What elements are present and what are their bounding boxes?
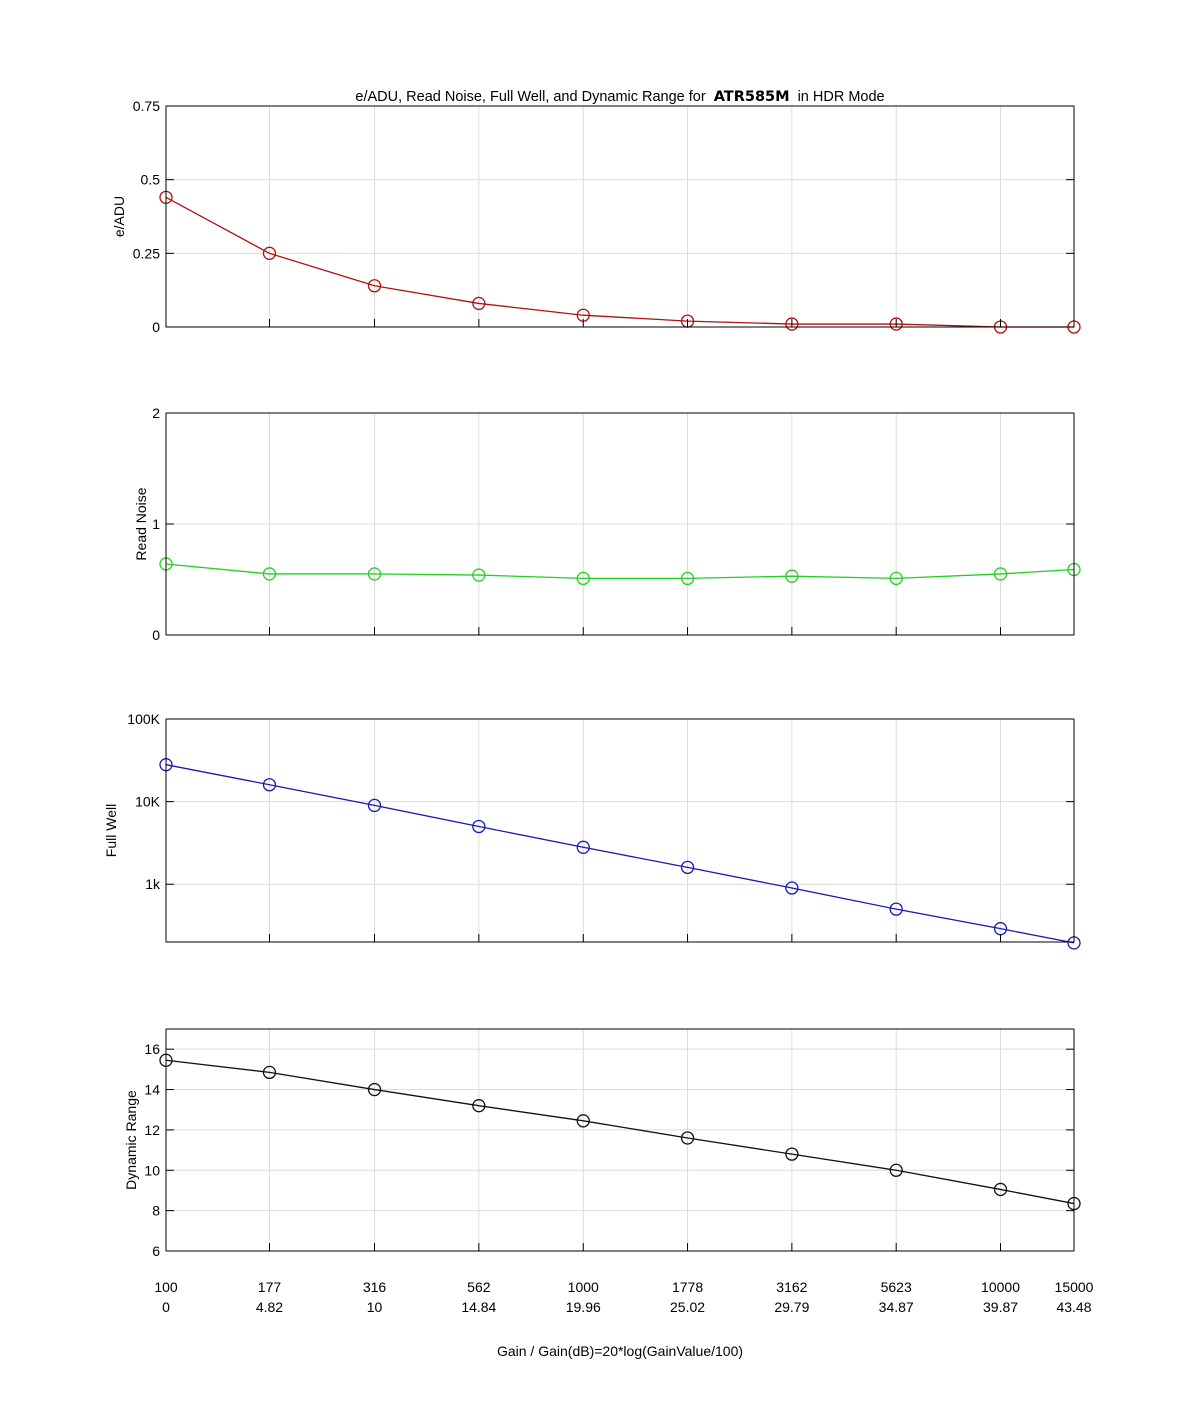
x-tick-label-gain-8: 10000 — [981, 1279, 1020, 1295]
y-tick-label-p2-0: 1k — [145, 876, 161, 892]
y-tick-label-p0-0: 0 — [152, 319, 160, 335]
y-axis-label-p1: Read Noise — [133, 487, 149, 560]
x-tick-label-db-0: 0 — [162, 1299, 170, 1315]
y-tick-label-p1-2: 2 — [152, 405, 160, 421]
plot-frame-p0 — [165, 105, 1075, 328]
series-layer — [159, 190, 1081, 1211]
x-tick-label-db-6: 29.79 — [774, 1299, 809, 1315]
data-point-p0-7 — [889, 317, 903, 331]
data-point-p0-2 — [367, 279, 382, 293]
x-tick-label-gain-0: 100 — [154, 1279, 178, 1295]
x-tick-label-db-3: 14.84 — [461, 1299, 496, 1315]
plot-frame-p2 — [165, 718, 1075, 943]
x-tick-label-db-9: 43.48 — [1056, 1299, 1091, 1315]
y-axis-label-p2: Full Well — [103, 804, 119, 857]
plot-frame-p1 — [165, 412, 1075, 636]
x-tick-label-db-4: 19.96 — [566, 1299, 601, 1315]
x-tick-label-gain-6: 3162 — [776, 1279, 807, 1295]
y-tick-label-p2-1: 10K — [135, 794, 161, 810]
chart-title-suffix: in HDR Mode — [798, 89, 885, 105]
data-point-p1-8 — [993, 567, 1008, 581]
y-tick-label-p3-5: 16 — [144, 1041, 160, 1057]
frame-layer — [165, 105, 1075, 1252]
data-point-p1-2 — [367, 567, 382, 581]
y-tick-label-p3-1: 8 — [152, 1203, 160, 1219]
data-point-p2-4 — [576, 840, 590, 854]
x-tick-label-gain-1: 177 — [258, 1279, 282, 1295]
x-axis-label: Gain / Gain(dB)=20*log(GainValue/100) — [497, 1343, 743, 1359]
data-point-p1-3 — [472, 568, 486, 582]
chart-title-prefix: e/ADU, Read Noise, Full Well, and Dynami… — [355, 89, 705, 105]
series-line-p1-0 — [165, 563, 1075, 580]
x-tick-label-gain-3: 562 — [467, 1279, 491, 1295]
data-point-p1-4 — [576, 571, 590, 586]
chart-title-model: ATR585M — [714, 89, 790, 105]
y-axis-label-p0: e/ADU — [111, 196, 127, 237]
chart-title: e/ADU, Read Noise, Full Well, and Dynami… — [355, 89, 884, 105]
grid-layer — [166, 106, 1074, 1251]
data-point-p2-7 — [889, 902, 903, 916]
data-point-p0-3 — [472, 296, 486, 311]
series-line-p3-0 — [165, 1059, 1075, 1205]
plot-frame-p3 — [165, 1028, 1075, 1252]
y-tick-label-p0-2: 0.5 — [141, 172, 161, 188]
data-point-p1-7 — [889, 571, 903, 586]
x-tick-label-db-5: 25.02 — [670, 1299, 705, 1315]
data-point-p3-4 — [576, 1114, 590, 1128]
y-tick-label-p3-0: 6 — [152, 1243, 160, 1259]
x-tick-label-gain-5: 1778 — [672, 1279, 703, 1295]
data-point-p2-1 — [262, 778, 277, 792]
text-layer: e/ADU, Read Noise, Full Well, and Dynami… — [103, 89, 1094, 1359]
series-line-p2-0 — [165, 764, 1075, 944]
x-tick-label-gain-7: 5623 — [881, 1279, 912, 1295]
x-tick-label-gain-9: 15000 — [1055, 1279, 1094, 1295]
data-point-p0-1 — [262, 246, 277, 260]
y-axis-label-p3: Dynamic Range — [123, 1090, 139, 1190]
data-point-p3-5 — [680, 1131, 695, 1145]
data-point-p3-1 — [262, 1065, 277, 1080]
y-tick-label-p3-2: 10 — [144, 1162, 160, 1178]
y-tick-label-p3-4: 14 — [144, 1082, 160, 1098]
data-point-p1-1 — [262, 567, 277, 581]
data-point-p3-6 — [785, 1147, 799, 1161]
data-point-p1-5 — [680, 571, 695, 586]
data-point-p2-6 — [785, 881, 799, 895]
x-tick-label-gain-2: 316 — [363, 1279, 387, 1295]
series-line-p0-0 — [165, 196, 1074, 328]
x-tick-label-db-2: 10 — [367, 1299, 383, 1315]
x-tick-label-db-8: 39.87 — [983, 1299, 1018, 1315]
y-tick-label-p2-2: 100K — [127, 711, 160, 727]
data-point-p3-2 — [367, 1082, 382, 1097]
y-tick-label-p0-1: 0.25 — [133, 245, 160, 261]
data-point-p3-8 — [993, 1182, 1008, 1197]
data-point-p1-6 — [785, 569, 799, 583]
y-tick-label-p1-1: 1 — [152, 516, 160, 532]
x-tick-label-db-7: 34.87 — [879, 1299, 914, 1315]
x-tick-label-gain-4: 1000 — [568, 1279, 599, 1295]
data-point-p3-7 — [889, 1163, 903, 1177]
y-tick-label-p1-0: 0 — [152, 627, 160, 643]
data-point-p2-2 — [367, 798, 382, 813]
data-point-p0-6 — [785, 317, 799, 331]
data-point-p2-3 — [472, 819, 486, 834]
x-tick-label-db-1: 4.82 — [256, 1299, 283, 1315]
y-tick-label-p3-3: 12 — [144, 1122, 160, 1138]
data-point-p2-5 — [680, 860, 695, 875]
y-tick-label-p0-3: 0.75 — [133, 98, 160, 114]
data-point-p3-3 — [472, 1099, 486, 1113]
